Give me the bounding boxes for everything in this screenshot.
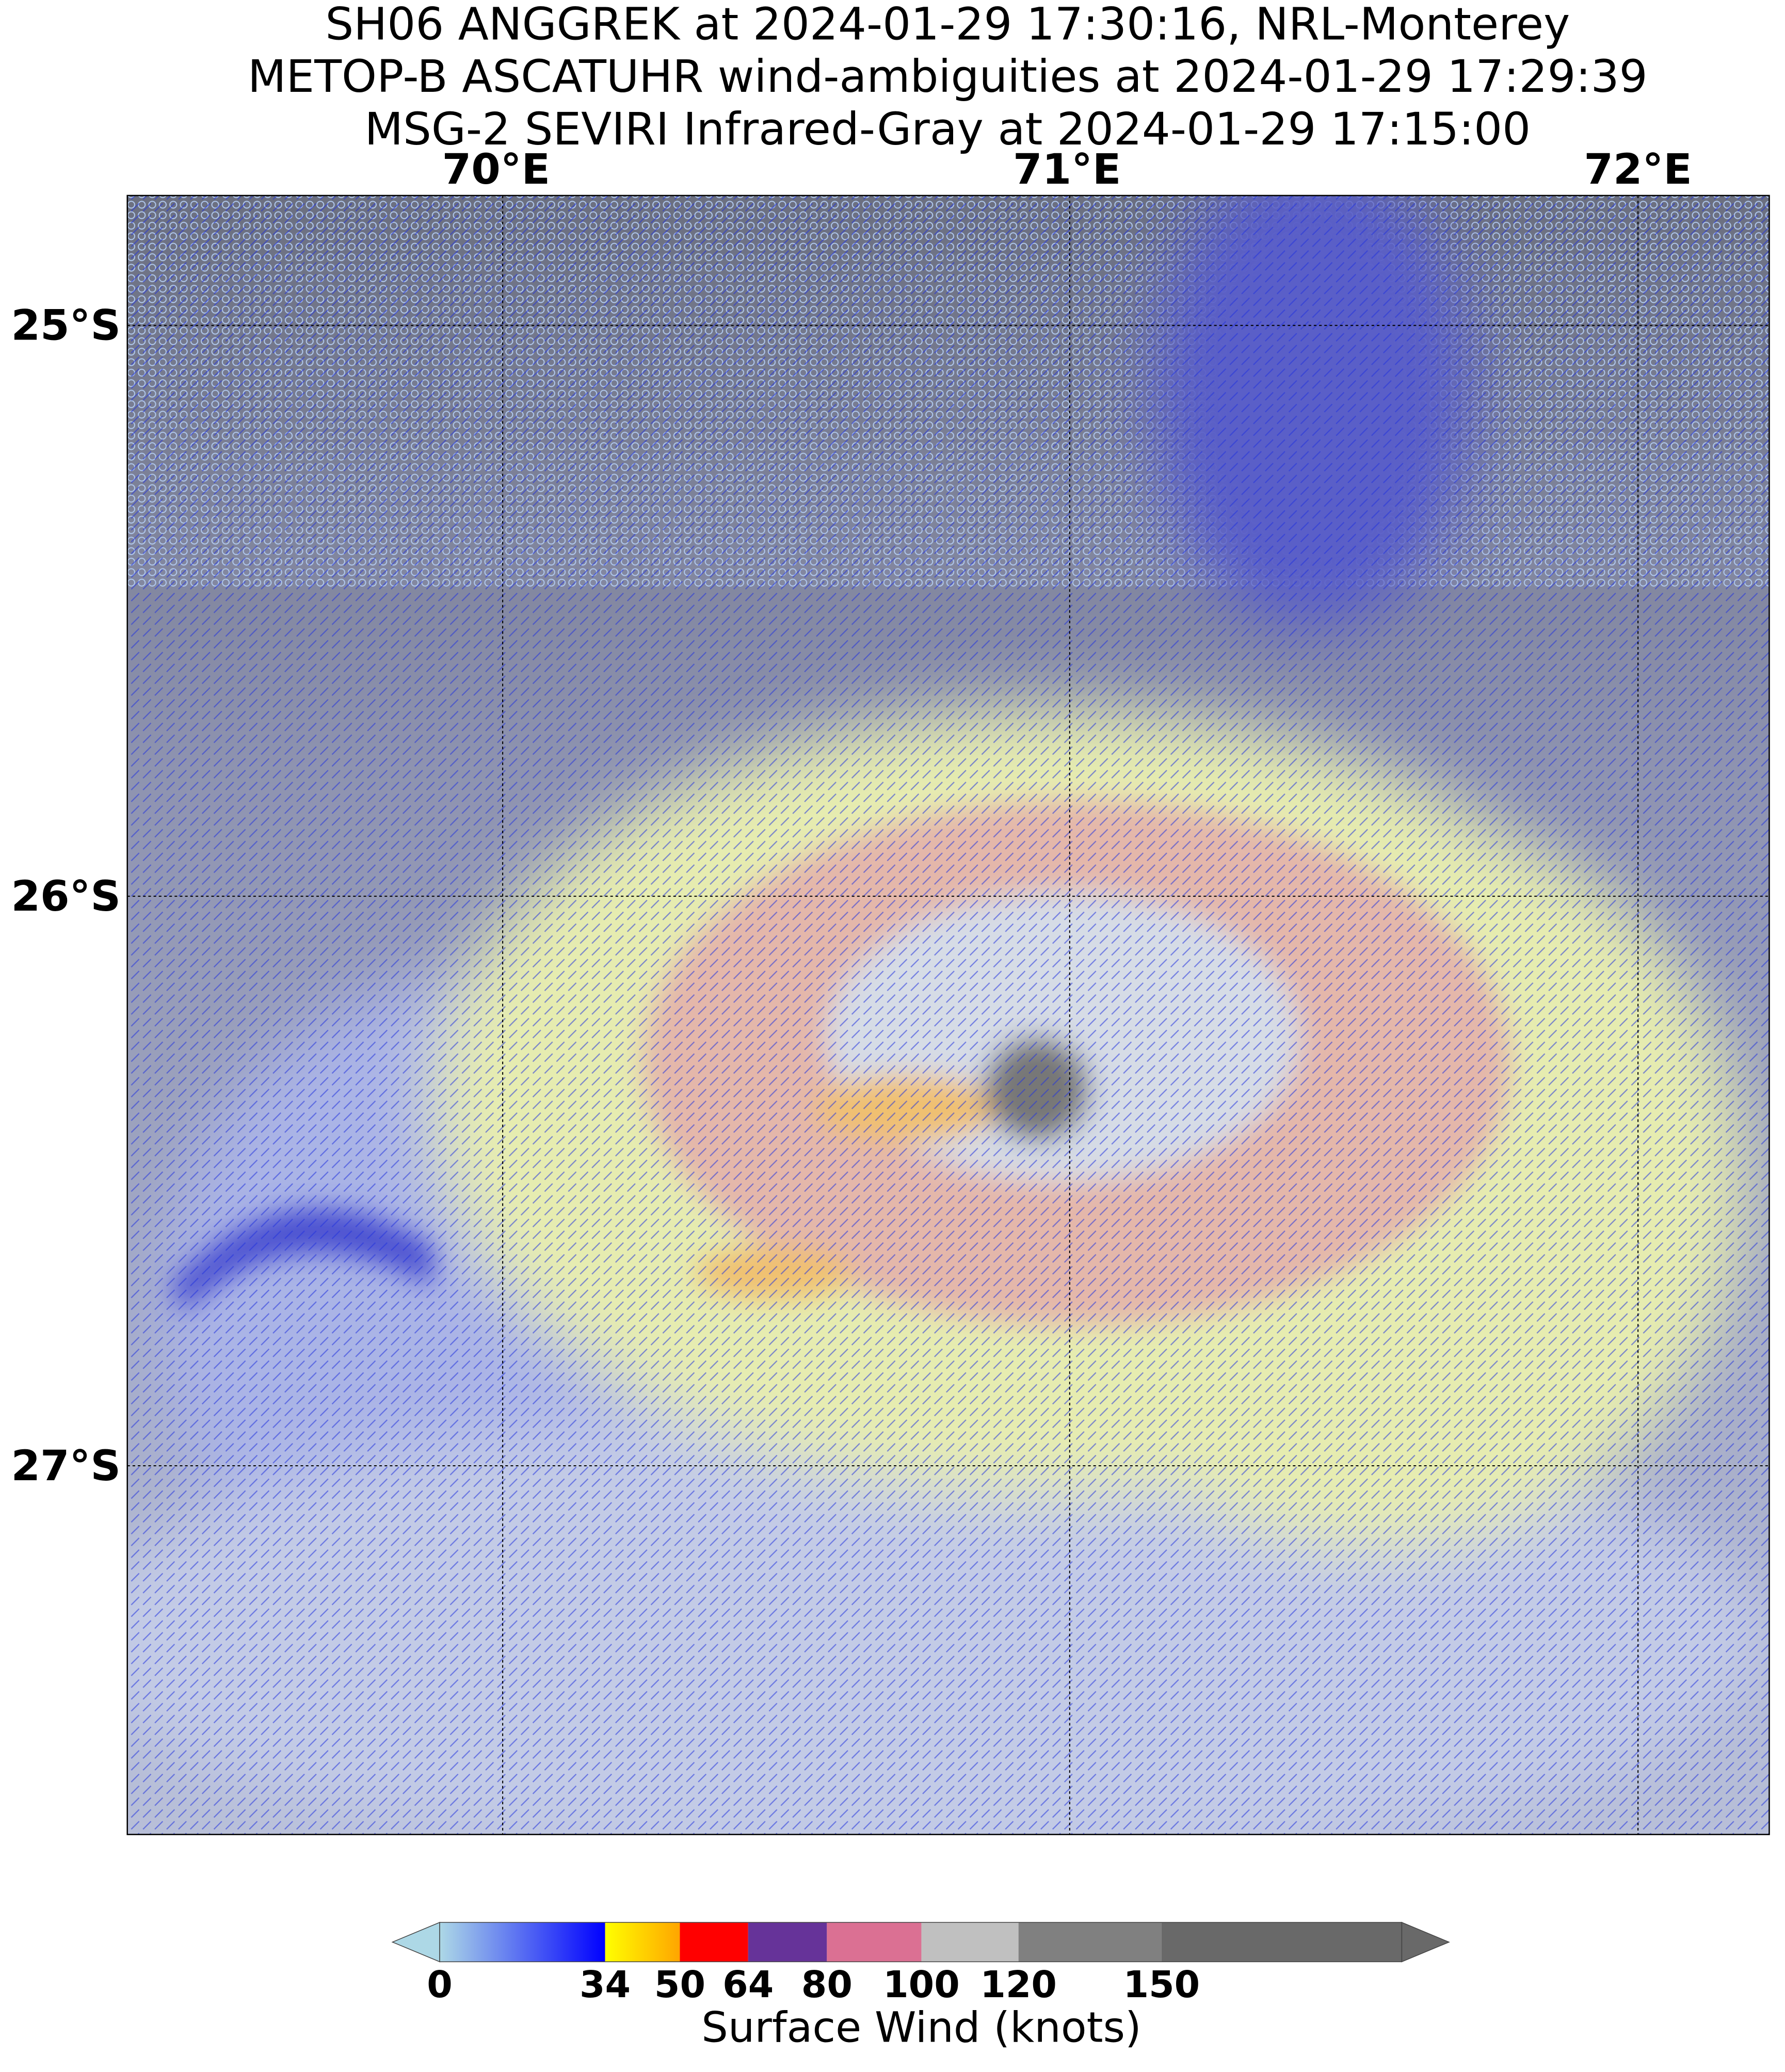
lat-label: 27°S [11, 1442, 121, 1491]
colorbar-segment [605, 1922, 680, 1962]
lon-label: 71°E [1013, 145, 1121, 194]
lat-labels: 25°S 26°S 27°S [11, 301, 121, 1491]
colorbar-segment [921, 1922, 1019, 1962]
colorbar-tick-label: 50 [654, 1963, 705, 2006]
colorbar-frame [439, 1922, 1403, 1963]
colorbar-tick-label: 150 [1123, 1963, 1200, 2006]
colorbar-extend-high [1401, 1921, 1450, 1963]
colorbar-label: Surface Wind (knots) [701, 2003, 1141, 2052]
lon-label: 72°E [1584, 145, 1692, 194]
colorbar-tick-label: 0 [427, 1963, 453, 2006]
title-line: MSG-2 SEVIRI Infrared-Gray at 2024-01-29… [364, 104, 1531, 155]
lon-labels: 70°E 71°E 72°E [442, 145, 1692, 194]
colorbar-tick-label: 100 [883, 1963, 960, 2006]
colorbar-tick-label: 120 [980, 1963, 1057, 2006]
title-line: METOP-B ASCATUHR wind-ambiguities at 202… [248, 51, 1648, 103]
colorbar-segment [1161, 1922, 1402, 1962]
colorbar-segment [827, 1922, 922, 1962]
colorbar-tick-label: 80 [801, 1963, 853, 2006]
lat-label: 26°S [11, 872, 121, 921]
satellite-map [127, 195, 1770, 1835]
map-frame [126, 195, 1770, 1835]
lat-label: 25°S [11, 301, 121, 350]
colorbar-segment [1018, 1922, 1162, 1962]
colorbar-segment [680, 1922, 748, 1962]
titles: SH06 ANGGREK at 2024-01-29 17:30:16, NRL… [248, 0, 1648, 155]
lon-label: 70°E [442, 145, 551, 194]
colorbar-extend-low [391, 1921, 440, 1963]
colorbar-segment [748, 1922, 827, 1962]
colorbar-tick-label: 34 [580, 1963, 631, 2006]
colorbar: 0 34 50 64 80 100 120 150 [391, 1921, 1450, 2006]
title-line: SH06 ANGGREK at 2024-01-29 17:30:16, NRL… [325, 0, 1570, 50]
colorbar-segment [440, 1922, 605, 1962]
colorbar-tick-label: 64 [722, 1963, 774, 2006]
